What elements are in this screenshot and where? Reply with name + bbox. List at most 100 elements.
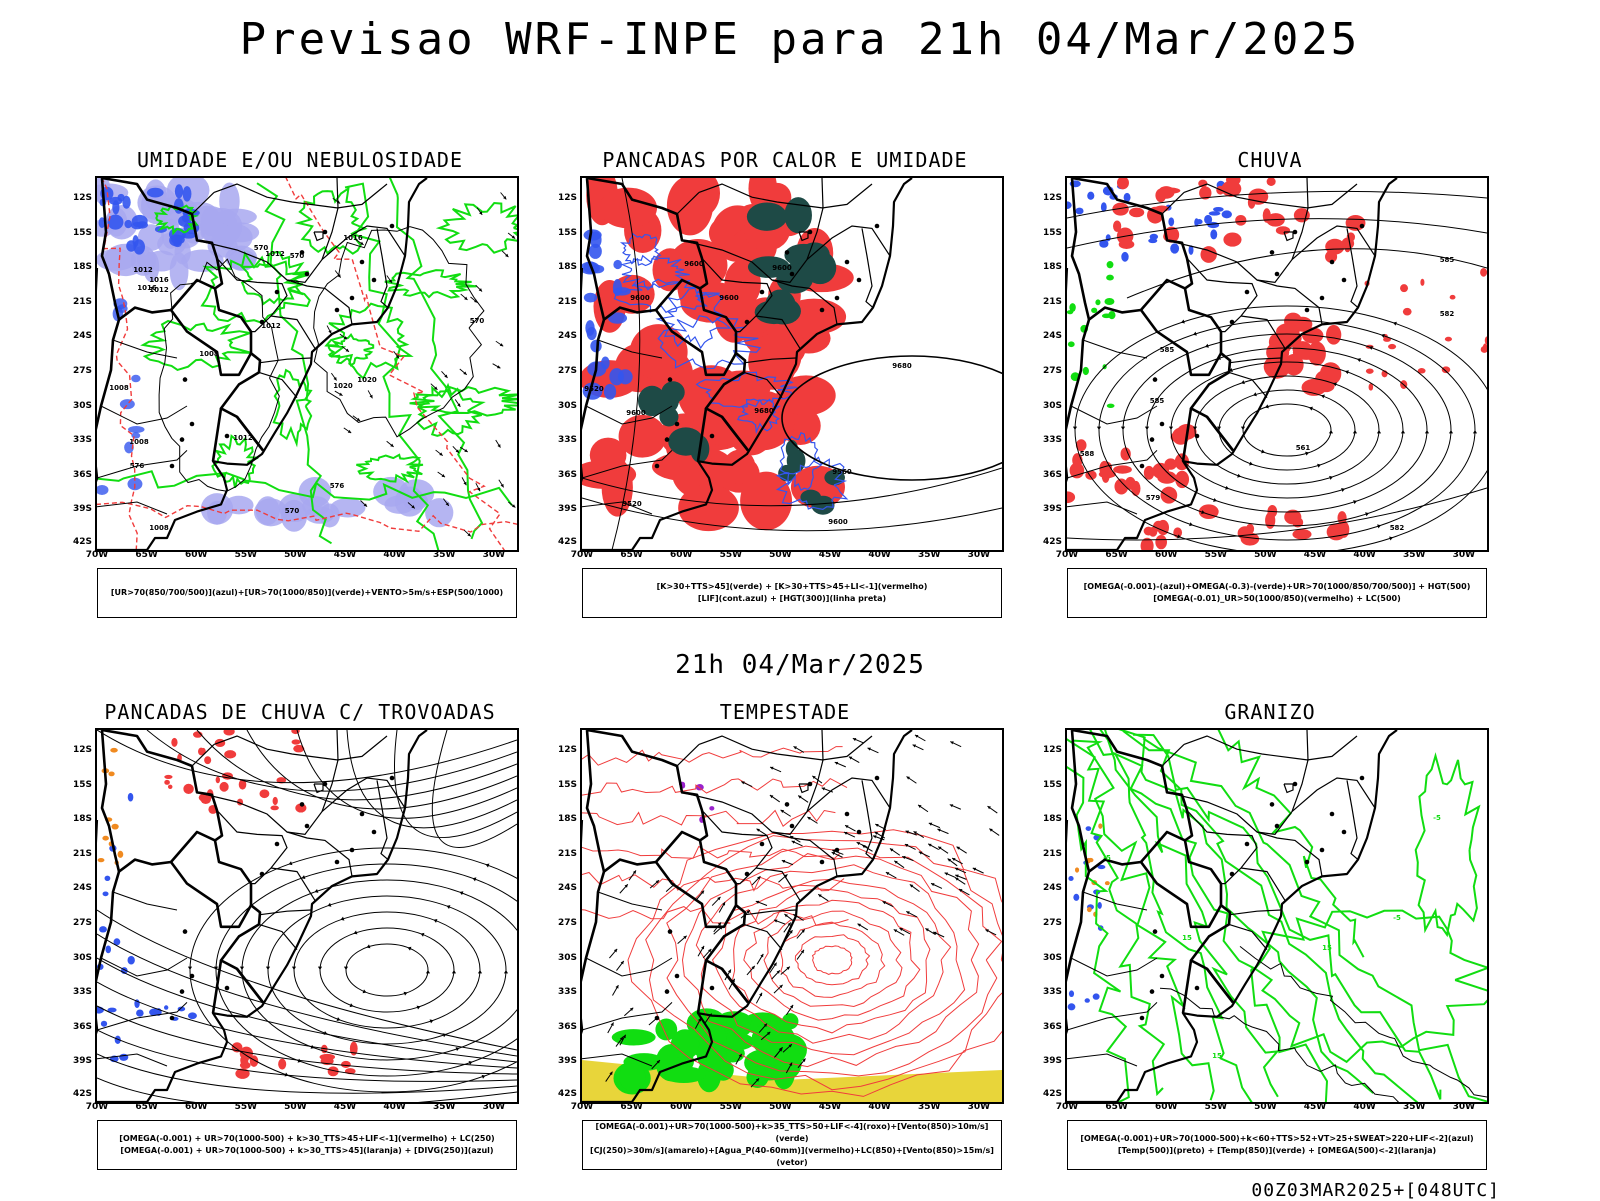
streamline-arrow <box>1193 331 1197 336</box>
streamline-arrow <box>1168 426 1174 430</box>
longitude-tick-label: 60W <box>1154 550 1178 560</box>
contour-line <box>409 385 517 417</box>
field-patch <box>1095 299 1101 306</box>
field-patch <box>97 484 109 495</box>
streamline-arrow <box>1328 430 1334 434</box>
wind-vector-head <box>788 1044 792 1048</box>
streamline-arrow <box>403 991 408 996</box>
streamline <box>296 730 517 819</box>
wind-vector-head <box>918 804 922 809</box>
country-border <box>1140 830 1186 863</box>
state-border <box>191 191 215 215</box>
field-patch <box>136 221 148 229</box>
wind-vector-head <box>505 253 509 258</box>
contour-label: 585 <box>1160 346 1175 354</box>
state-border <box>336 735 388 761</box>
province-border <box>1082 339 1148 359</box>
field-patch <box>1069 303 1076 312</box>
latitude-tick-label: 27S <box>72 366 92 376</box>
country-border <box>654 861 738 929</box>
state-border <box>1186 257 1258 333</box>
streamline-arrow <box>1253 392 1257 397</box>
field-patch <box>1075 207 1084 215</box>
contour-line <box>294 186 368 256</box>
country-border <box>1070 730 1091 872</box>
field-patch <box>327 1066 339 1077</box>
latitude-tick-label: 42S <box>72 1089 92 1099</box>
panel-pancadas-calor: PANCADAS POR CALOR E UMIDADE 12S 15S 18S 21… <box>545 148 1025 638</box>
longitude-tick-label: 50W <box>769 550 792 560</box>
latitude-axis: 12S 15S 18S 21S 24S 27S 30S 33S 36S 39S 42S <box>60 176 94 548</box>
streamline <box>97 981 517 1069</box>
field-patch <box>223 730 235 736</box>
contour-line <box>285 178 506 550</box>
latitude-tick-label: 21S <box>1042 296 1062 307</box>
state-border <box>216 257 288 333</box>
state-border <box>743 371 783 398</box>
field-patch <box>221 222 260 243</box>
province-border <box>585 957 673 977</box>
wind-vector-head <box>952 858 956 862</box>
longitude-tick-label: 65W <box>135 550 158 560</box>
field-patch <box>99 926 107 933</box>
streamline-arrow <box>1321 394 1325 399</box>
wind-vector-head <box>904 844 909 848</box>
wind-vector-head <box>928 822 933 826</box>
field-patch <box>730 390 795 451</box>
streamline <box>97 957 517 1063</box>
streamline-arrow <box>349 1003 354 1008</box>
country-border <box>1205 968 1235 1004</box>
lake-marker <box>359 259 365 265</box>
contour-label: 576 <box>330 482 345 490</box>
wind-vector-head <box>949 804 954 808</box>
country-border <box>585 178 606 320</box>
contour-line <box>1067 765 1130 1102</box>
wind-vector-head <box>834 761 839 765</box>
field-patch <box>1074 867 1080 873</box>
field-patch <box>811 495 835 515</box>
longitude-tick-label: 40W <box>868 1102 891 1112</box>
field-patch <box>1199 186 1212 200</box>
longitude-tick-label: 35W <box>917 550 941 560</box>
state-border <box>258 909 312 916</box>
legend-line-1: [OMEGA(-0.001) + UR>70(1000-500) + k>30_… <box>119 1134 495 1143</box>
contour-line <box>582 777 848 796</box>
wind-vector-head <box>467 533 471 537</box>
streamline-arrow <box>288 861 293 866</box>
field-patch <box>259 789 270 799</box>
streamline-arrow <box>429 1019 434 1024</box>
field-patch <box>1097 901 1102 909</box>
wind-vector-head <box>347 429 352 433</box>
field-patch <box>1444 336 1452 342</box>
country-border <box>1071 178 1235 452</box>
longitude-tick-label: 45W <box>333 550 357 560</box>
lake-marker <box>1139 463 1145 469</box>
streamline-arrow <box>314 888 319 893</box>
lake-marker <box>1194 985 1200 991</box>
contour-line <box>97 501 517 533</box>
field-patch <box>117 193 125 202</box>
contour-line <box>582 845 841 860</box>
streamline-arrow <box>1309 406 1313 411</box>
wind-vector-head <box>956 846 961 850</box>
streamline-arrow <box>1205 343 1209 348</box>
wind-vector-head <box>790 835 794 840</box>
field-patch <box>1092 993 1100 1000</box>
field-patch <box>146 187 164 198</box>
panel-umidade: UMIDADE E/OU NEBULOSIDADE 12S 15S 18S 21S 24… <box>60 148 540 638</box>
contour-line <box>779 432 823 491</box>
contour-label: -5 <box>1103 854 1111 862</box>
longitude-tick-label: 65W <box>135 1102 158 1112</box>
contour-line <box>416 382 486 437</box>
field-patch <box>278 1058 287 1070</box>
contour-line <box>1217 730 1365 958</box>
field-patch <box>1123 192 1131 202</box>
field-patch <box>127 792 134 802</box>
contour-line <box>695 371 797 408</box>
state-border <box>701 257 773 333</box>
field-patch <box>709 1023 727 1060</box>
latitude-tick-label: 36S <box>1042 469 1062 480</box>
lake-marker <box>1292 229 1298 235</box>
field-patch <box>1114 478 1129 495</box>
field-patch <box>619 1063 646 1091</box>
